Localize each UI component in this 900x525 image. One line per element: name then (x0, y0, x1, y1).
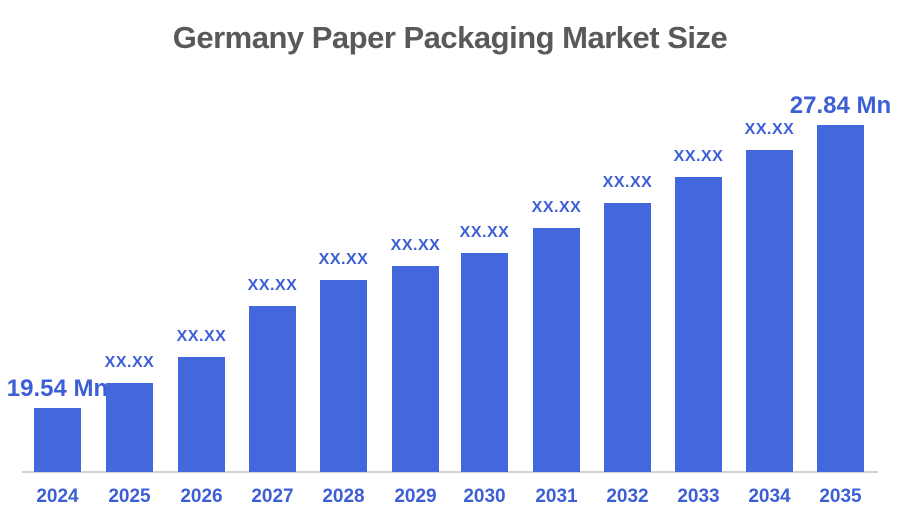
bar-2034 (746, 150, 793, 472)
x-tick-2034: 2034 (748, 486, 791, 507)
value-label-2030: XX.XX (459, 224, 510, 241)
value-label-2024: 19.54 Mn (6, 375, 109, 402)
bar-2028 (320, 280, 367, 472)
value-label-2028: XX.XX (318, 251, 369, 268)
bar-2029 (392, 266, 439, 472)
value-label-2035: 27.84 Mn (789, 92, 892, 119)
x-tick-2027: 2027 (251, 486, 294, 507)
bar-2032 (604, 203, 651, 472)
x-axis-line (22, 471, 878, 473)
x-tick-2028: 2028 (322, 486, 365, 507)
chart-title: Germany Paper Packaging Market Size (172, 20, 728, 55)
bar-2030 (461, 253, 508, 472)
bar-2026 (178, 357, 225, 472)
value-label-2031: XX.XX (531, 199, 582, 216)
bar-2025 (106, 383, 153, 472)
x-tick-2026: 2026 (180, 486, 223, 507)
x-tick-2035: 2035 (819, 486, 862, 507)
x-tick-2024: 2024 (36, 486, 79, 507)
x-tick-2032: 2032 (606, 486, 649, 507)
value-label-2029: XX.XX (390, 237, 441, 254)
x-tick-2030: 2030 (463, 486, 506, 507)
value-label-2032: XX.XX (602, 174, 653, 191)
bar-2031 (533, 228, 580, 472)
value-label-2025: XX.XX (104, 354, 155, 371)
value-label-2034: XX.XX (744, 121, 795, 138)
bar-2024 (34, 408, 81, 472)
bar-2033 (675, 177, 722, 472)
value-label-2026: XX.XX (176, 328, 227, 345)
bar-2027 (249, 306, 296, 472)
value-label-2033: XX.XX (673, 148, 724, 165)
bar-2035 (817, 125, 864, 472)
x-tick-2031: 2031 (535, 486, 578, 507)
x-tick-2025: 2025 (108, 486, 151, 507)
value-label-2027: XX.XX (247, 277, 298, 294)
x-tick-2029: 2029 (394, 486, 437, 507)
x-tick-2033: 2033 (677, 486, 720, 507)
